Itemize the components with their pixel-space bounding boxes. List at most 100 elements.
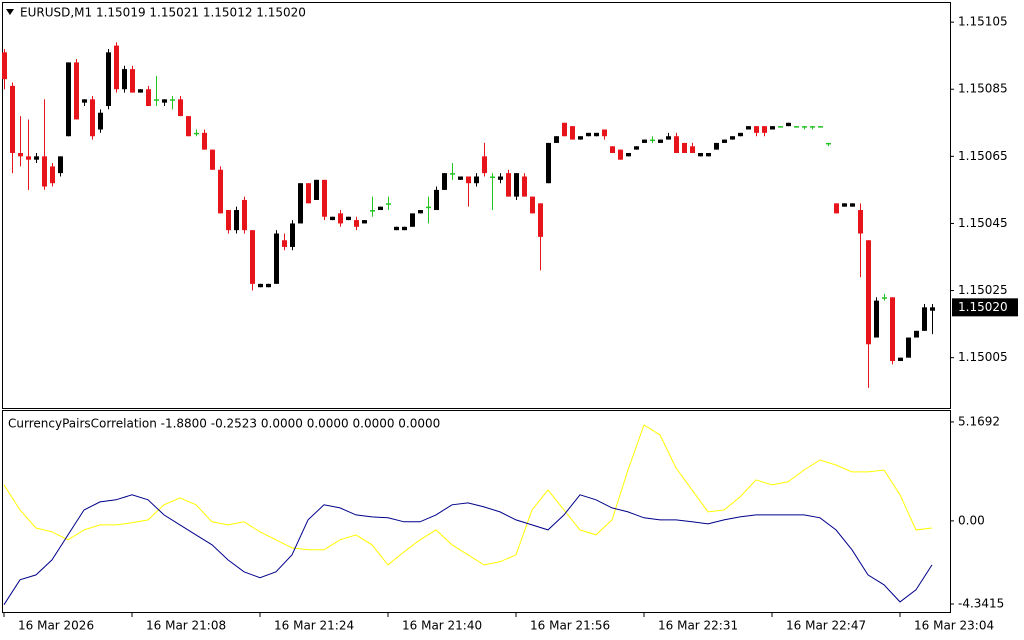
candle-body (306, 183, 311, 204)
x-tick-label: 16 Mar 21:56 (530, 619, 610, 633)
candle-body (562, 122, 567, 137)
candle-body (442, 173, 447, 190)
x-tick-label: 16 Mar 22:31 (658, 619, 738, 633)
candle-body (370, 210, 375, 212)
candle-body (458, 176, 463, 180)
indicator-pane (2, 410, 951, 613)
y-tick-label: 1.15105 (958, 15, 1008, 29)
candle-body (74, 62, 79, 120)
candle-body (730, 136, 735, 140)
candle-body (2, 52, 7, 80)
candle-body (714, 142, 719, 150)
candle-body (786, 122, 791, 127)
candle-body (578, 136, 583, 140)
last-price-label: 1.15020 (958, 300, 1008, 314)
candle-body (762, 126, 767, 133)
candle-body (602, 129, 607, 137)
candle-body (138, 89, 143, 93)
candle-body (130, 69, 135, 93)
candle-body (178, 99, 183, 117)
candle-body (330, 216, 335, 221)
candle-body (754, 126, 759, 133)
candle-body (106, 52, 111, 107)
candle-body (234, 210, 239, 231)
candle-body (218, 169, 223, 214)
candle-body (626, 152, 631, 157)
candle-body (146, 89, 151, 107)
candle-body (114, 45, 119, 90)
candle-body (842, 203, 847, 207)
candle-body (930, 307, 935, 311)
y-tick-label: -4.3415 (958, 596, 1004, 610)
indicator-line (3, 424, 933, 566)
candle-body (10, 85, 15, 153)
candle-body (354, 220, 359, 227)
candle-body (650, 139, 655, 142)
indicator-line (3, 494, 933, 605)
candle-body (226, 210, 231, 231)
candle-body (866, 240, 871, 345)
candle-body (426, 206, 431, 209)
x-tick-label: 16 Mar 21:24 (274, 619, 354, 633)
candle-body (274, 233, 279, 284)
candle-body (42, 156, 47, 187)
candle-body (882, 297, 887, 299)
x-tick-label: 16 Mar 2026 (18, 619, 94, 633)
candle-body (154, 99, 159, 101)
indicator-title: CurrencyPairsCorrelation -1.8800 -0.2523… (8, 417, 440, 431)
candle-body (674, 136, 679, 153)
main-pane (2, 2, 951, 409)
candle-body (26, 156, 31, 160)
candle-body (58, 156, 63, 174)
candle-body (874, 300, 879, 338)
candle-body (498, 176, 503, 180)
candle-body (914, 330, 919, 338)
last-price-tag (952, 298, 1018, 317)
candle-body (818, 126, 823, 128)
candle-body (418, 210, 423, 214)
candle-body (266, 283, 271, 288)
candle-body (618, 149, 623, 160)
candle-body (466, 176, 471, 184)
candle-body (586, 132, 591, 137)
candle-body (482, 156, 487, 174)
candle-body (906, 337, 911, 358)
candle-body (170, 99, 175, 101)
candle-body (826, 142, 831, 145)
candle-body (770, 126, 775, 130)
candle-body (658, 139, 663, 143)
candle-body (346, 216, 351, 221)
candle-body (610, 146, 615, 153)
candle-body (722, 139, 727, 143)
candle-body (738, 132, 743, 137)
candle-body (98, 112, 103, 130)
collapse-icon[interactable] (6, 9, 14, 15)
candle-body (682, 142, 687, 153)
candle-body (642, 139, 647, 143)
candle-body (706, 152, 711, 157)
candle-body (450, 173, 455, 175)
candle-body (82, 99, 87, 103)
candle-body (746, 126, 751, 130)
candle-body (250, 230, 255, 284)
candle-body (386, 203, 391, 205)
x-tick-label: 16 Mar 23:04 (914, 619, 994, 633)
candle-body (50, 166, 55, 184)
candle-body (66, 62, 71, 137)
candle-body (90, 99, 95, 137)
candle-body (810, 126, 815, 128)
candle-body (18, 152, 23, 157)
candle-body (490, 176, 495, 178)
x-tick-label: 16 Mar 22:47 (786, 619, 866, 633)
candle-body (634, 146, 639, 150)
candle-body (594, 132, 599, 137)
candle-body (922, 307, 927, 331)
candle-body (698, 152, 703, 157)
candle-body (506, 173, 511, 197)
candle-body (538, 203, 543, 237)
y-tick-label: 1.15005 (958, 350, 1008, 364)
candle-body (290, 223, 295, 247)
candle-body (314, 179, 319, 200)
